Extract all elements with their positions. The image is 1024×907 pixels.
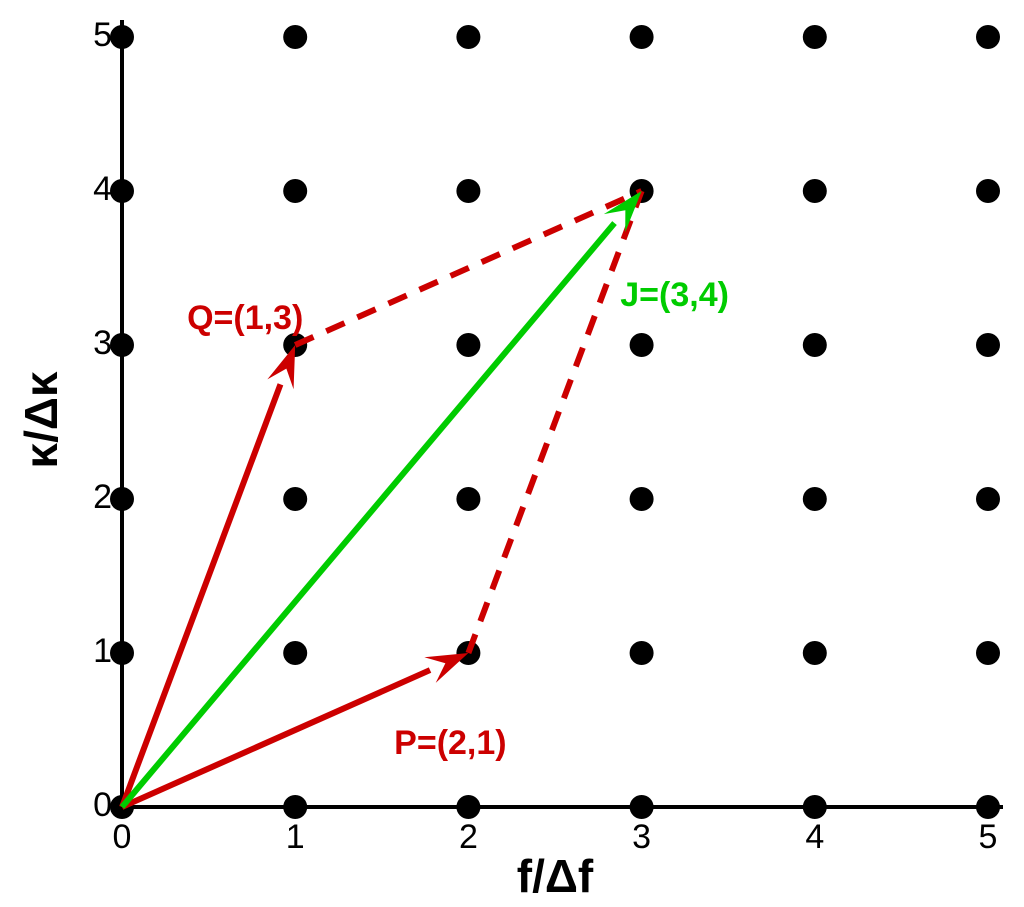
x-tick-label: 3: [632, 818, 651, 856]
vector-label: J=(3,4): [620, 276, 729, 314]
grid-point: [629, 795, 654, 819]
x-axis-label: f/Δf: [517, 850, 594, 902]
grid-point: [283, 25, 308, 49]
grid-point: [629, 487, 654, 511]
grid-point: [802, 795, 827, 819]
grid-point: [802, 641, 827, 665]
dashed-line: [293, 188, 643, 348]
grid-point: [976, 487, 1000, 511]
grid-point: [283, 795, 308, 819]
grid-point: [976, 795, 1000, 819]
grid-point: [629, 641, 654, 665]
x-tick-label: 4: [805, 818, 824, 856]
dashed-line: [465, 189, 645, 655]
vector-head: [603, 191, 642, 233]
grid-point: [456, 487, 481, 511]
grid-point: [802, 333, 827, 357]
grid-point: [976, 333, 1000, 357]
grid-point: [456, 795, 481, 819]
vector-head: [267, 345, 296, 390]
grid-point: [283, 179, 308, 203]
vector-label: P=(2,1): [394, 724, 506, 762]
grid-point: [283, 487, 308, 511]
x-tick-label: 5: [979, 818, 998, 856]
grid-point: [802, 179, 827, 203]
grid-point: [283, 641, 308, 665]
grid-point: [110, 333, 134, 357]
grid-point: [110, 25, 134, 49]
grid-point: [456, 333, 481, 357]
y-tick-label: 4: [93, 170, 112, 208]
y-tick-label: 1: [93, 632, 112, 670]
grid-point: [976, 179, 1000, 203]
x-tick-label: 0: [113, 818, 132, 856]
y-tick-label: 3: [93, 324, 112, 362]
grid-point: [976, 25, 1000, 49]
grid-point: [629, 25, 654, 49]
y-tick-label: 2: [93, 478, 112, 516]
vector-head: [424, 653, 469, 683]
grid-point: [802, 25, 827, 49]
vector-label: Q=(1,3): [187, 299, 303, 337]
y-tick-label: 0: [93, 786, 112, 824]
x-tick-label: 1: [286, 818, 305, 856]
grid-point: [110, 179, 134, 203]
vector-shaft: [120, 667, 432, 810]
grid-point: [110, 641, 134, 665]
x-tick-label: 2: [459, 818, 478, 856]
y-tick-label: 5: [93, 16, 112, 54]
vector-shaft: [119, 221, 617, 809]
vector-shaft: [119, 383, 284, 809]
grid-point: [629, 333, 654, 357]
grid-point: [110, 487, 134, 511]
grid-point: [456, 179, 481, 203]
grid-point: [976, 641, 1000, 665]
grid-point: [802, 487, 827, 511]
grid-point: [456, 25, 481, 49]
y-axis-label: κ/Δκ: [15, 371, 67, 468]
